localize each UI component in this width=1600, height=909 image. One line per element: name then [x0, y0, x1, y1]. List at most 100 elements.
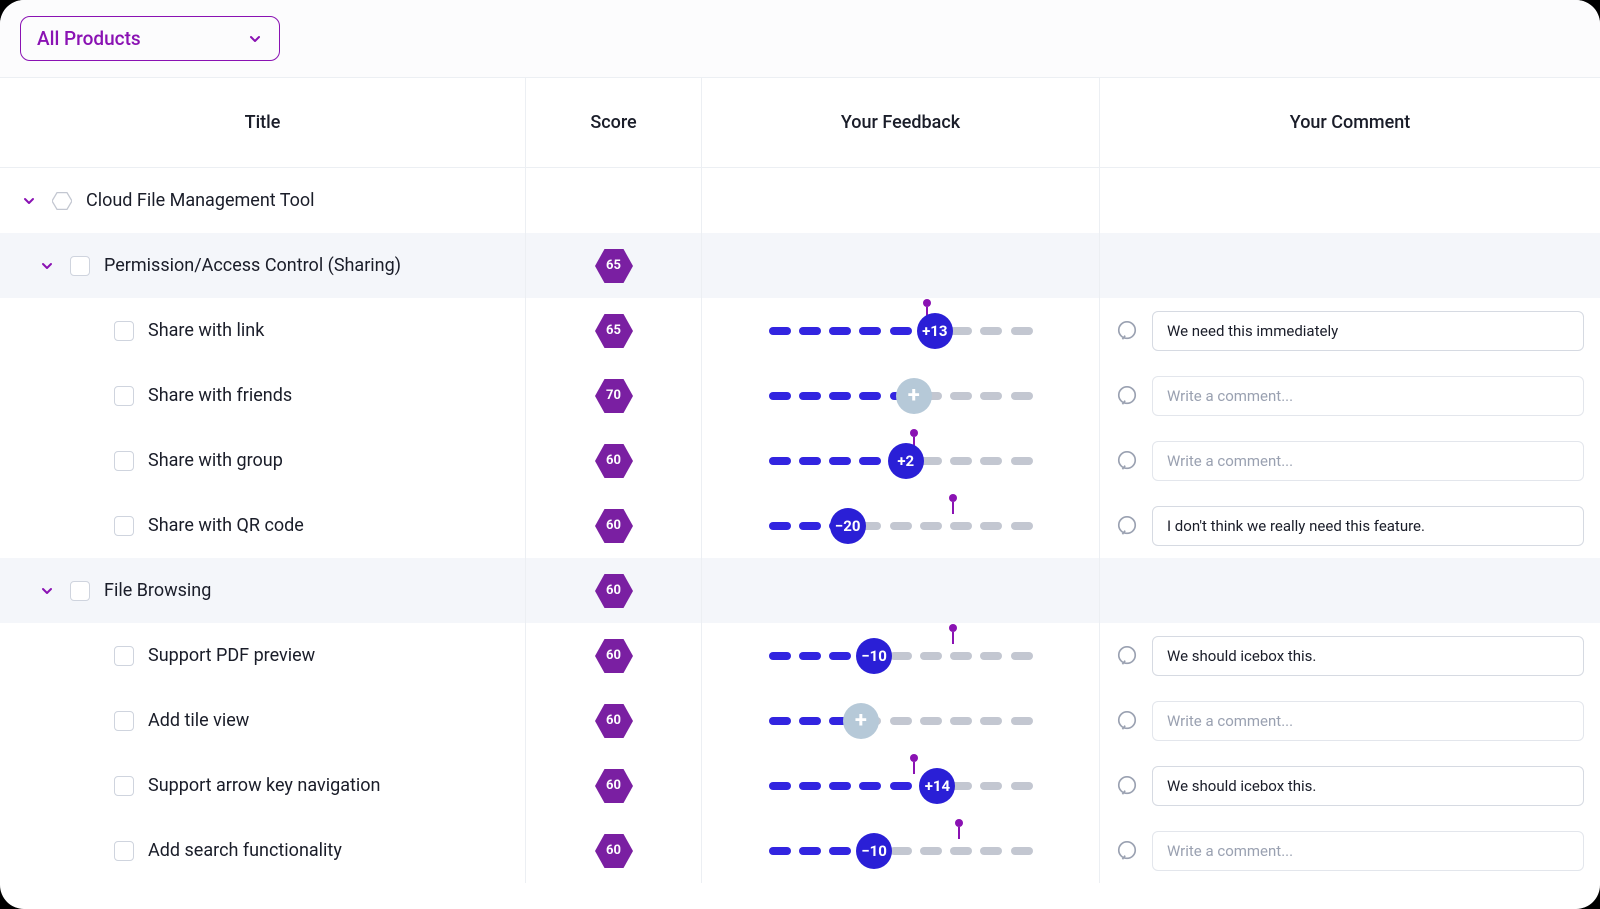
comment-icon: [1116, 515, 1138, 537]
expand-toggle[interactable]: [38, 582, 56, 600]
row-title: Cloud File Management Tool: [86, 190, 315, 211]
feedback-slider[interactable]: −20: [769, 508, 1033, 544]
feedback-thumb-add[interactable]: +: [843, 703, 879, 739]
comment-icon: [1116, 320, 1138, 342]
title-cell: Support arrow key navigation: [0, 753, 526, 818]
score-cell: 60: [526, 493, 702, 558]
table-header: Title Score Your Feedback Your Comment: [0, 77, 1600, 168]
score-badge: 60: [595, 834, 633, 868]
comment-input[interactable]: We should icebox this.: [1152, 766, 1584, 806]
title-cell: Support PDF preview: [0, 623, 526, 688]
slider-marker: [949, 494, 957, 514]
feedback-thumb[interactable]: +14: [919, 768, 955, 804]
feedback-cell: +13: [702, 298, 1100, 363]
row-title: Permission/Access Control (Sharing): [104, 255, 401, 276]
feedback-thumb[interactable]: +13: [917, 313, 953, 349]
slider-tick: [769, 782, 791, 790]
item-row: Share with group 60 +2 Write a comment..…: [0, 428, 1600, 493]
slider-tick: [890, 522, 912, 530]
feedback-cell: +: [702, 363, 1100, 428]
comment-input[interactable]: Write a comment...: [1152, 441, 1584, 481]
slider-tick: [769, 847, 791, 855]
item-row: Share with QR code 60 −20 I don't think …: [0, 493, 1600, 558]
score-badge: 60: [595, 444, 633, 478]
score-badge: 60: [595, 704, 633, 738]
row-checkbox[interactable]: [114, 321, 134, 341]
feedback-slider[interactable]: −10: [769, 833, 1033, 869]
row-checkbox[interactable]: [70, 581, 90, 601]
feedback-slider[interactable]: +: [769, 378, 1033, 414]
header-feedback: Your Feedback: [702, 78, 1100, 167]
comment-input[interactable]: We should icebox this.: [1152, 636, 1584, 676]
comment-cell: We need this immediately: [1100, 298, 1600, 363]
feedback-thumb[interactable]: −10: [856, 833, 892, 869]
row-checkbox[interactable]: [114, 386, 134, 406]
score-cell: 65: [526, 233, 702, 298]
feedback-thumb[interactable]: −20: [830, 508, 866, 544]
feedback-cell: [702, 168, 1100, 233]
slider-tick: [799, 457, 821, 465]
slider-tick: [829, 847, 851, 855]
slider-tick: [769, 652, 791, 660]
item-row: Add tile view 60 + Write a comment...: [0, 688, 1600, 753]
slider-tick: [799, 652, 821, 660]
feedback-cell: +: [702, 688, 1100, 753]
slider-tick: [920, 652, 942, 660]
score-cell: 60: [526, 558, 702, 623]
product-filter-label: All Products: [37, 27, 141, 50]
comment-input[interactable]: Write a comment...: [1152, 701, 1584, 741]
row-checkbox[interactable]: [114, 516, 134, 536]
feedback-thumb-add[interactable]: +: [896, 378, 932, 414]
feedback-slider[interactable]: +13: [769, 313, 1033, 349]
item-row: Support PDF preview 60 −10 We should ice…: [0, 623, 1600, 688]
score-badge: 60: [595, 574, 633, 608]
feedback-cell: [702, 233, 1100, 298]
row-checkbox[interactable]: [114, 841, 134, 861]
row-checkbox[interactable]: [114, 711, 134, 731]
slider-tick: [799, 717, 821, 725]
slider-tick: [1011, 522, 1033, 530]
row-checkbox[interactable]: [114, 646, 134, 666]
slider-tick: [799, 522, 821, 530]
feedback-cell: +2: [702, 428, 1100, 493]
score-cell: 65: [526, 298, 702, 363]
score-cell: 60: [526, 753, 702, 818]
slider-tick: [950, 652, 972, 660]
expand-toggle[interactable]: [20, 192, 38, 210]
chevron-down-icon: [247, 31, 263, 47]
feedback-cell: −20: [702, 493, 1100, 558]
feedback-thumb[interactable]: −10: [856, 638, 892, 674]
comment-input[interactable]: We need this immediately: [1152, 311, 1584, 351]
product-filter-select[interactable]: All Products: [20, 16, 280, 61]
app-viewport: All Products Title Score Your Feedback Y…: [0, 0, 1600, 909]
feedback-thumb[interactable]: +2: [888, 443, 924, 479]
slider-tick: [980, 392, 1002, 400]
slider-tick: [890, 717, 912, 725]
row-checkbox[interactable]: [114, 451, 134, 471]
slider-tick: [890, 652, 912, 660]
slider-tick: [950, 522, 972, 530]
slider-tick: [829, 327, 851, 335]
comment-cell: [1100, 558, 1600, 623]
slider-tick: [920, 847, 942, 855]
comment-icon: [1116, 450, 1138, 472]
slider-tick: [769, 717, 791, 725]
feedback-slider[interactable]: +14: [769, 768, 1033, 804]
slider-tick: [950, 327, 972, 335]
comment-input[interactable]: I don't think we really need this featur…: [1152, 506, 1584, 546]
score-badge: 60: [595, 509, 633, 543]
slider-tick: [1011, 327, 1033, 335]
row-checkbox[interactable]: [70, 256, 90, 276]
comment-input[interactable]: Write a comment...: [1152, 376, 1584, 416]
hexagon-icon: [52, 191, 72, 211]
comment-cell: We should icebox this.: [1100, 753, 1600, 818]
item-row: Add search functionality 60 −10 Write a …: [0, 818, 1600, 883]
product-row: Cloud File Management Tool: [0, 168, 1600, 233]
row-checkbox[interactable]: [114, 776, 134, 796]
feedback-slider[interactable]: −10: [769, 638, 1033, 674]
feedback-slider[interactable]: +2: [769, 443, 1033, 479]
expand-toggle[interactable]: [38, 257, 56, 275]
comment-input[interactable]: Write a comment...: [1152, 831, 1584, 871]
item-row: Support arrow key navigation 60 +14 We s…: [0, 753, 1600, 818]
feedback-slider[interactable]: +: [769, 703, 1033, 739]
